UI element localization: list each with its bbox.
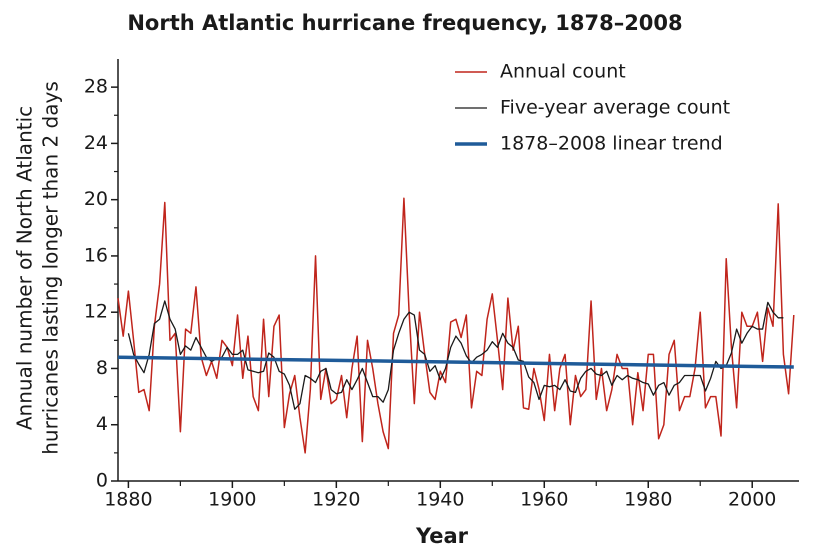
series-line <box>117 355 794 369</box>
chart-title: North Atlantic hurricane frequency, 1878… <box>127 11 682 35</box>
series-line <box>127 300 784 410</box>
x-tick-label: 1960 <box>520 489 568 511</box>
x-tick-label: 1880 <box>104 489 152 511</box>
x-tick-label: 1920 <box>312 489 360 511</box>
x-tick-label: 2000 <box>728 489 776 511</box>
y-tick-label: 24 <box>84 132 108 154</box>
x-tick-label: 1940 <box>416 489 464 511</box>
y-tick-label: 8 <box>96 357 108 379</box>
legend-label: 1878–2008 linear trend <box>500 133 723 155</box>
y-tick-label: 28 <box>84 76 108 98</box>
y-axis-title: hurricanes lasting longer than 2 days <box>39 81 63 455</box>
y-tick-label: 4 <box>96 413 108 435</box>
x-tick-label: 1900 <box>208 489 256 511</box>
x-tick-label: 1980 <box>624 489 672 511</box>
y-tick-label: 20 <box>84 188 108 210</box>
series-line <box>117 197 795 454</box>
legend-label: Five-year average count <box>500 97 730 119</box>
y-axis-title: Annual number of North Atlantic <box>13 106 37 430</box>
x-axis-title: Year <box>415 524 469 548</box>
y-tick-label: 12 <box>84 301 108 323</box>
y-tick-label: 16 <box>84 244 108 266</box>
y-tick-label: 0 <box>96 470 108 492</box>
legend-label: Annual count <box>500 61 626 83</box>
